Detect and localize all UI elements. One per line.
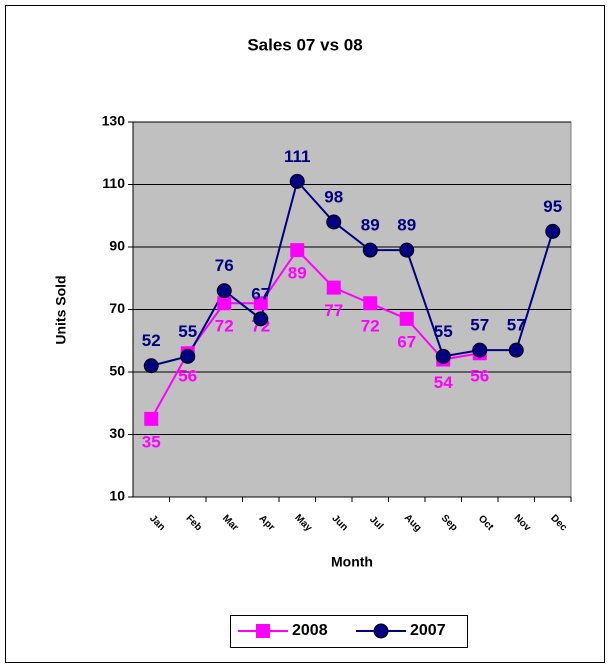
data-label: 76 xyxy=(215,256,234,275)
data-label: 35 xyxy=(142,432,161,451)
data-label: 67 xyxy=(251,284,270,303)
y-tick-label: 50 xyxy=(109,363,125,379)
data-label: 98 xyxy=(324,187,343,206)
marker xyxy=(217,296,232,311)
data-label: 54 xyxy=(434,373,453,392)
data-label: 56 xyxy=(178,367,197,386)
data-label: 111 xyxy=(284,147,311,166)
data-label: 52 xyxy=(142,331,161,350)
marker xyxy=(216,283,232,299)
marker xyxy=(363,296,378,311)
marker xyxy=(472,342,488,358)
marker xyxy=(180,348,196,364)
data-label: 72 xyxy=(215,317,234,336)
legend-marker xyxy=(256,624,270,638)
data-label: 55 xyxy=(434,322,453,341)
marker xyxy=(326,214,342,230)
y-tick-label: 110 xyxy=(102,175,125,191)
marker xyxy=(290,243,305,258)
marker xyxy=(143,358,159,374)
data-label: 89 xyxy=(397,216,416,235)
data-label: 77 xyxy=(324,301,343,320)
legend xyxy=(230,615,468,648)
data-label: 72 xyxy=(361,317,380,336)
data-label: 57 xyxy=(507,316,526,335)
data-label: 89 xyxy=(361,216,380,235)
data-label: 89 xyxy=(288,264,307,283)
marker xyxy=(508,342,524,358)
y-tick-label: 10 xyxy=(109,488,125,504)
y-axis-label: Units Sold xyxy=(53,275,69,344)
marker xyxy=(435,348,451,364)
data-label: 57 xyxy=(470,316,489,335)
chart-title: Sales 07 vs 08 xyxy=(247,35,362,54)
y-tick-label: 130 xyxy=(102,113,126,129)
marker xyxy=(144,411,159,426)
marker xyxy=(326,280,341,295)
marker xyxy=(399,311,414,326)
data-label: 67 xyxy=(397,332,416,351)
data-label: 56 xyxy=(470,367,489,386)
x-axis-label: Month xyxy=(331,554,373,570)
marker xyxy=(545,223,561,239)
marker xyxy=(399,242,415,258)
legend-label: 2007 xyxy=(410,622,446,639)
data-label: 95 xyxy=(543,197,562,216)
legend-label: 2008 xyxy=(292,622,328,639)
marker xyxy=(253,311,269,327)
y-tick-label: 70 xyxy=(109,300,125,316)
legend-marker xyxy=(373,623,389,639)
data-label: 55 xyxy=(178,322,197,341)
marker xyxy=(362,242,378,258)
marker xyxy=(253,296,268,311)
series-line xyxy=(150,248,480,420)
marker xyxy=(289,173,305,189)
y-tick-label: 90 xyxy=(109,238,125,254)
y-tick-label: 30 xyxy=(109,425,125,441)
